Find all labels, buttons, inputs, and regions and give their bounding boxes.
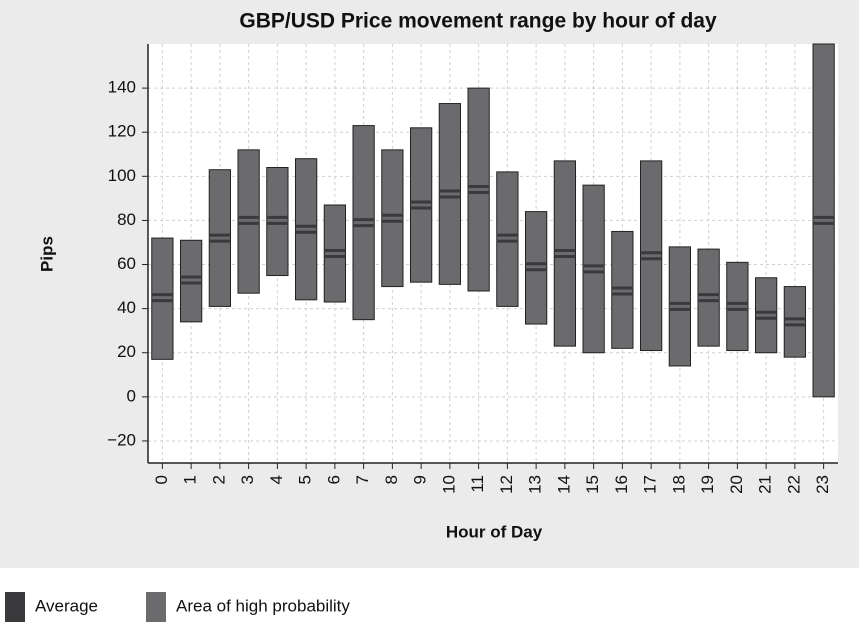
average-marker xyxy=(295,224,317,234)
y-tick-label: 100 xyxy=(108,166,136,185)
chart-title: GBP/USD Price movement range by hour of … xyxy=(239,10,717,33)
average-marker xyxy=(726,301,749,311)
average-marker xyxy=(352,218,375,228)
legend-label: Average xyxy=(35,596,98,615)
x-tick-label: 20 xyxy=(727,475,746,494)
y-axis-title: Pips xyxy=(37,236,56,272)
x-tick-label: 23 xyxy=(813,475,832,494)
x-tick-label: 11 xyxy=(468,475,487,493)
range-bar xyxy=(611,230,634,349)
x-tick-label: 3 xyxy=(238,475,257,484)
average-marker xyxy=(697,293,720,303)
x-tick-label: 19 xyxy=(698,475,717,494)
range-bar xyxy=(409,127,433,283)
y-tick-label: 80 xyxy=(117,210,136,229)
range-bar xyxy=(438,103,462,285)
x-tick-label: 1 xyxy=(181,475,200,484)
range-bar xyxy=(783,286,807,358)
range-bar xyxy=(237,149,260,294)
average-marker xyxy=(266,215,289,225)
x-tick-label: 4 xyxy=(267,475,286,484)
x-tick-label: 9 xyxy=(411,475,430,484)
average-marker xyxy=(812,215,835,225)
average-marker xyxy=(209,233,231,243)
average-marker xyxy=(151,293,174,303)
legend-label: Area of high probability xyxy=(176,596,350,615)
average-marker xyxy=(410,200,432,210)
range-bar xyxy=(323,204,347,303)
x-axis-title: Hour of Day xyxy=(446,522,543,541)
y-tick-label: −20 xyxy=(107,430,136,449)
x-tick-label: 18 xyxy=(669,475,688,494)
average-marker xyxy=(611,286,634,296)
y-tick-label: 60 xyxy=(117,254,136,273)
legend-swatch xyxy=(146,592,167,622)
y-tick-label: 140 xyxy=(108,78,136,97)
average-marker xyxy=(180,275,202,285)
range-bar xyxy=(294,158,318,301)
x-tick-label: 13 xyxy=(526,475,545,494)
range-bar xyxy=(381,149,404,288)
plot-area xyxy=(148,44,838,463)
average-marker xyxy=(525,262,547,272)
legend-swatch xyxy=(5,592,25,622)
x-tick-label: 6 xyxy=(324,475,343,484)
range-bar xyxy=(812,43,835,398)
range-bar xyxy=(697,248,720,347)
average-marker xyxy=(237,215,260,225)
x-tick-label: 17 xyxy=(641,475,660,494)
range-bar xyxy=(639,160,663,352)
x-tick-label: 16 xyxy=(612,475,631,494)
average-marker xyxy=(582,264,605,274)
x-tick-label: 5 xyxy=(296,475,315,484)
x-tick-label: 21 xyxy=(756,475,775,494)
x-tick-label: 15 xyxy=(583,475,602,494)
x-tick-label: 8 xyxy=(382,475,401,484)
average-marker xyxy=(669,301,691,311)
y-tick-label: 40 xyxy=(117,298,136,317)
range-bar xyxy=(179,239,203,323)
range-bar xyxy=(496,171,519,307)
y-tick-label: 120 xyxy=(108,122,136,141)
x-tick-label: 10 xyxy=(439,475,458,494)
average-marker xyxy=(554,249,576,258)
range-bar xyxy=(754,277,778,354)
average-marker xyxy=(381,213,404,223)
average-marker xyxy=(439,189,461,199)
average-marker xyxy=(496,233,519,243)
x-tick-label: 12 xyxy=(497,475,516,494)
y-tick-label: 20 xyxy=(117,342,136,361)
range-bar xyxy=(208,169,232,307)
x-tick-label: 7 xyxy=(353,475,372,484)
x-tick-label: 22 xyxy=(784,475,803,494)
range-bar xyxy=(553,160,577,347)
average-marker xyxy=(467,185,490,195)
average-marker xyxy=(784,317,806,327)
range-bar xyxy=(151,237,174,360)
x-tick-label: 14 xyxy=(554,475,573,494)
average-marker xyxy=(755,310,777,320)
x-tick-label: 0 xyxy=(152,475,171,484)
range-bar xyxy=(582,184,605,354)
x-tick-label: 2 xyxy=(209,475,228,484)
average-marker xyxy=(324,249,346,258)
range-bar xyxy=(352,125,375,321)
range-bar xyxy=(467,87,490,292)
range-bar xyxy=(668,246,692,367)
range-bar xyxy=(266,166,289,277)
average-marker xyxy=(640,251,662,261)
y-tick-label: 0 xyxy=(127,386,136,405)
range-bar xyxy=(524,211,548,325)
range-bar xyxy=(726,261,749,352)
